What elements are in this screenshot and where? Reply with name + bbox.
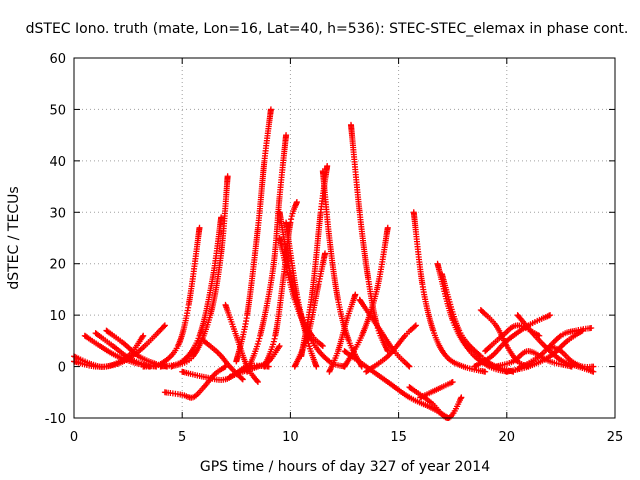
data-point — [270, 341, 277, 348]
data-point — [324, 163, 331, 169]
data-point — [590, 368, 597, 375]
series-29 — [417, 379, 456, 401]
data-point — [588, 325, 595, 331]
y-tick-label: 20 — [49, 258, 66, 273]
data-point — [411, 323, 418, 330]
data-point — [384, 224, 391, 231]
data-point — [239, 376, 246, 383]
data-point — [283, 132, 290, 139]
data-point — [196, 224, 203, 231]
data-point — [224, 173, 231, 180]
data-point — [458, 394, 465, 401]
series-14 — [244, 132, 290, 375]
data-point — [161, 323, 168, 330]
x-tick-label: 15 — [390, 430, 407, 445]
y-tick-label: 60 — [49, 52, 66, 67]
x-tick-label: 25 — [607, 430, 624, 445]
data-point — [238, 375, 245, 382]
x-tick-label: 0 — [70, 430, 78, 445]
data-point — [275, 344, 282, 351]
x-axis-label: GPS time / hours of day 327 of year 2014 — [200, 459, 490, 475]
data-point — [556, 333, 563, 340]
y-tick-label: 10 — [49, 309, 66, 324]
data-point — [270, 338, 277, 345]
data-point — [276, 343, 283, 349]
y-tick-label: -10 — [45, 412, 66, 427]
series-8 — [161, 363, 229, 401]
ticks — [73, 57, 616, 419]
data-point — [254, 379, 261, 385]
data-point — [352, 291, 359, 298]
series-22 — [326, 291, 359, 375]
y-tick-label: 0 — [58, 361, 66, 376]
data-point — [406, 363, 413, 370]
data-point — [449, 379, 456, 385]
data-point — [254, 340, 261, 347]
data-point — [313, 363, 320, 370]
data-point — [288, 216, 295, 223]
series-33 — [471, 312, 554, 370]
data-point — [319, 343, 326, 349]
data-point — [476, 352, 483, 359]
x-tick-label: 10 — [282, 430, 299, 445]
grid — [74, 58, 615, 418]
data-point — [318, 342, 325, 349]
y-tick-label: 40 — [49, 155, 66, 170]
y-tick-labels: -10 0 10 20 30 40 50 60 — [45, 52, 66, 427]
data-point — [412, 322, 419, 329]
data-point — [293, 199, 300, 205]
series-13 — [233, 106, 274, 365]
data-point — [322, 250, 329, 257]
data-point — [161, 322, 168, 329]
data-point — [405, 362, 412, 369]
data-point — [255, 338, 262, 345]
series-1 — [71, 332, 147, 370]
data-point — [254, 378, 261, 385]
y-tick-label: 30 — [49, 206, 66, 221]
data-point — [139, 333, 146, 340]
data-point — [590, 363, 597, 370]
data-point — [288, 213, 295, 220]
x-tick-label: 20 — [499, 430, 516, 445]
data-marks — [71, 106, 597, 421]
data-point — [400, 333, 407, 340]
y-tick-label: 50 — [49, 103, 66, 118]
x-tick-labels: 0 5 10 15 20 25 — [70, 430, 623, 445]
data-point — [482, 368, 489, 375]
data-point — [140, 332, 147, 339]
data-point — [325, 357, 332, 364]
data-point — [221, 364, 228, 371]
data-point — [547, 312, 554, 319]
data-point — [256, 335, 263, 342]
series-40 — [547, 343, 597, 370]
data-point — [271, 335, 278, 342]
series-38 — [514, 325, 595, 373]
chart-title: dSTEC Iono. truth (mate, Lon=16, Lat=40,… — [26, 21, 629, 37]
series-6 — [157, 214, 225, 370]
y-axis-label: dSTEC / TECUs — [6, 186, 22, 289]
series-7 — [168, 173, 231, 370]
data-point — [267, 106, 274, 113]
data-point — [218, 214, 225, 221]
x-tick-label: 5 — [178, 430, 186, 445]
plot-frame — [73, 57, 616, 419]
